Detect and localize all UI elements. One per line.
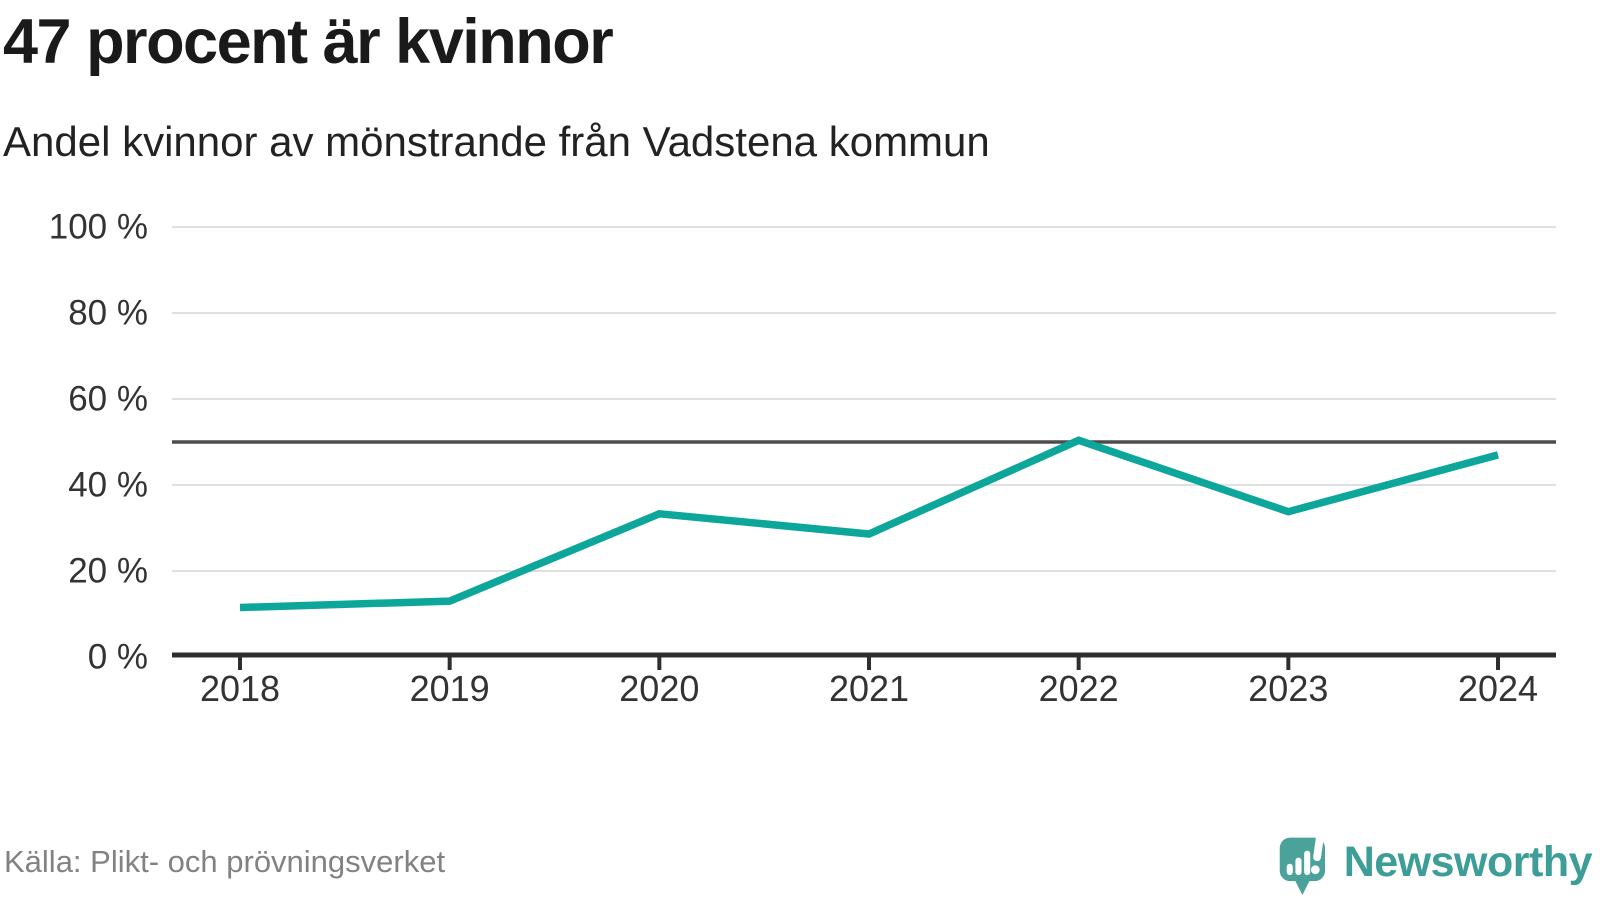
chart-subtitle: Andel kvinnor av mönstrande från Vadsten… [3,118,990,165]
chart-title: 47 procent är kvinnor [3,7,614,77]
data-line-series [239,436,1499,612]
y-axis-tick-label: 20 % [68,552,148,591]
y-axis-tick-label: 80 % [68,294,148,333]
source-note: Källa: Plikt- och prövningsverket [4,844,446,879]
y-axis-tick-label: 100 % [49,208,148,247]
x-axis-tick-label: 2018 [200,668,280,709]
y-axis-tick-label: 40 % [68,466,148,505]
x-axis-tick-label: 2019 [410,668,490,709]
x-axis-tick-label: 2022 [1039,668,1119,709]
x-axis-tick-label: 2024 [1458,668,1538,709]
y-axis-tick-label: 60 % [68,380,148,419]
x-axis-tick-label: 2020 [619,668,699,709]
x-axis-tick-label: 2021 [829,668,909,709]
y-axis-tick-label: 0 % [88,638,148,677]
x-axis-tick-label: 2023 [1248,668,1328,709]
brand-name: Newsworthy [1343,837,1593,886]
newsworthy-logo-icon [1279,830,1325,896]
brand-block: Newsworthy [1278,822,1593,902]
